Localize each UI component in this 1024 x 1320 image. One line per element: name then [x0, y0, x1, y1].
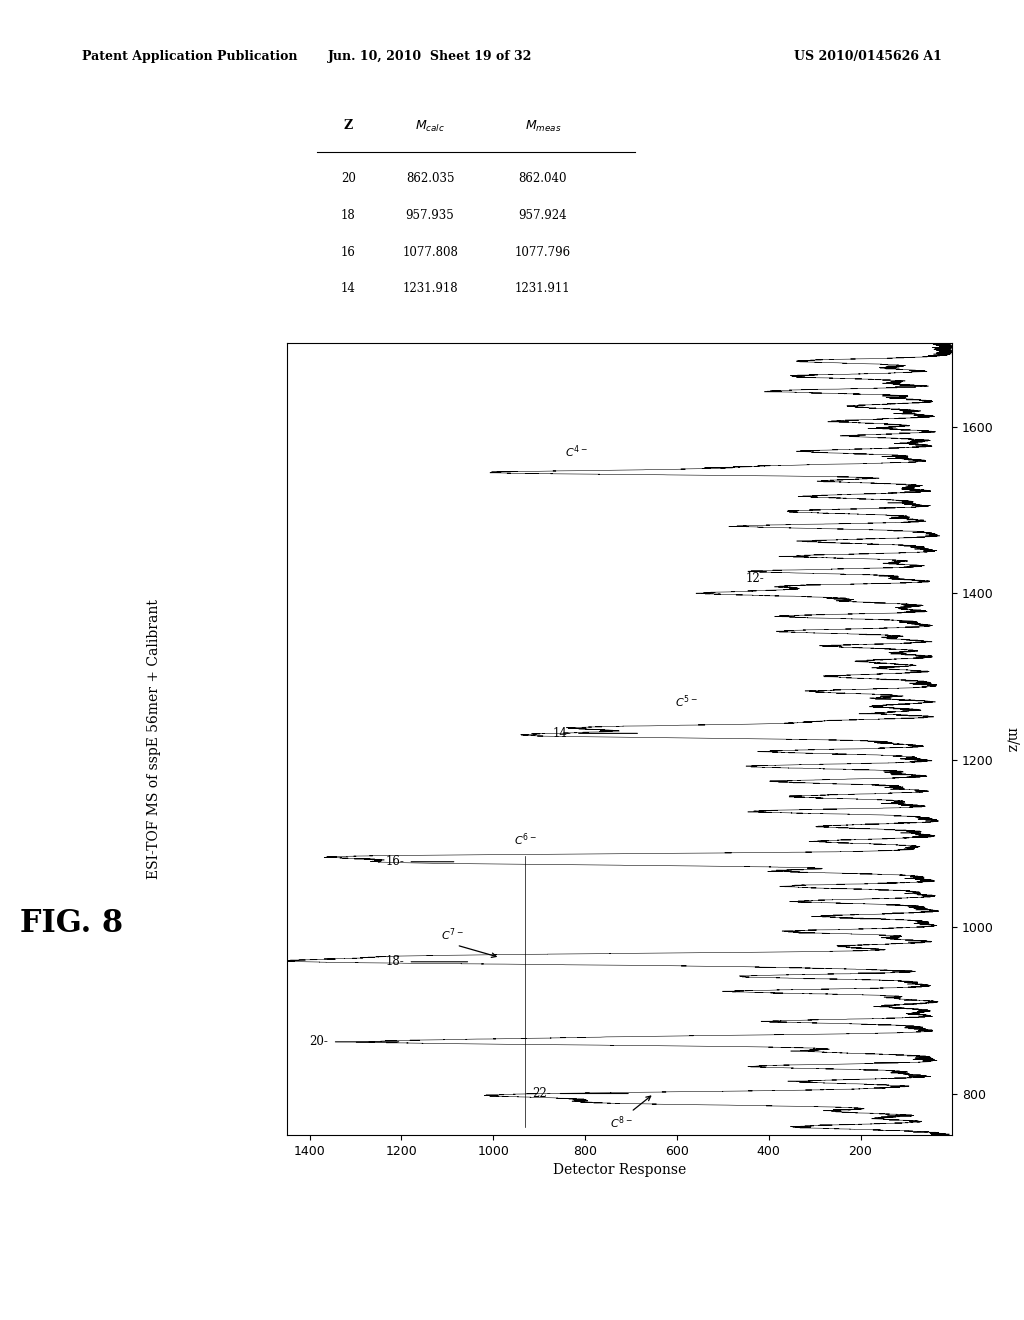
Text: US 2010/0145626 A1: US 2010/0145626 A1 [795, 50, 942, 63]
Text: $C^{8-}$: $C^{8-}$ [610, 1114, 633, 1131]
Text: 22-: 22- [532, 1086, 551, 1100]
Text: 957.924: 957.924 [518, 209, 567, 222]
Text: 18: 18 [341, 209, 355, 222]
Text: Z: Z [343, 119, 353, 132]
Text: 16-: 16- [385, 855, 404, 869]
Text: 1231.918: 1231.918 [402, 282, 458, 296]
Text: 1077.796: 1077.796 [515, 246, 570, 259]
Text: 14-: 14- [553, 727, 571, 741]
Text: $C^{7-}$: $C^{7-}$ [440, 927, 463, 944]
Y-axis label: m/z: m/z [1005, 726, 1019, 752]
Text: 957.935: 957.935 [406, 209, 455, 222]
Text: Jun. 10, 2010  Sheet 19 of 32: Jun. 10, 2010 Sheet 19 of 32 [328, 50, 532, 63]
Text: 14: 14 [341, 282, 355, 296]
Text: 20-: 20- [309, 1035, 329, 1048]
Text: $C^{4-}$: $C^{4-}$ [564, 444, 587, 459]
Text: 20: 20 [341, 172, 355, 185]
Text: 1231.911: 1231.911 [515, 282, 570, 296]
Text: $C^{6-}$: $C^{6-}$ [514, 832, 537, 847]
Text: $C^{5-}$: $C^{5-}$ [675, 693, 697, 710]
Text: 16: 16 [341, 246, 355, 259]
Text: $M_{meas}$: $M_{meas}$ [524, 119, 561, 133]
Text: FIG. 8: FIG. 8 [20, 908, 123, 940]
Text: $M_{calc}$: $M_{calc}$ [415, 119, 445, 133]
Text: ESI-TOF MS of sspE 56mer + Calibrant: ESI-TOF MS of sspE 56mer + Calibrant [146, 599, 161, 879]
Text: 12-: 12- [745, 572, 764, 585]
Text: 862.040: 862.040 [518, 172, 567, 185]
Text: 862.035: 862.035 [406, 172, 455, 185]
Text: 1077.808: 1077.808 [402, 246, 458, 259]
Text: 18-: 18- [385, 956, 404, 969]
X-axis label: Detector Response: Detector Response [553, 1163, 686, 1177]
Text: Patent Application Publication: Patent Application Publication [82, 50, 297, 63]
